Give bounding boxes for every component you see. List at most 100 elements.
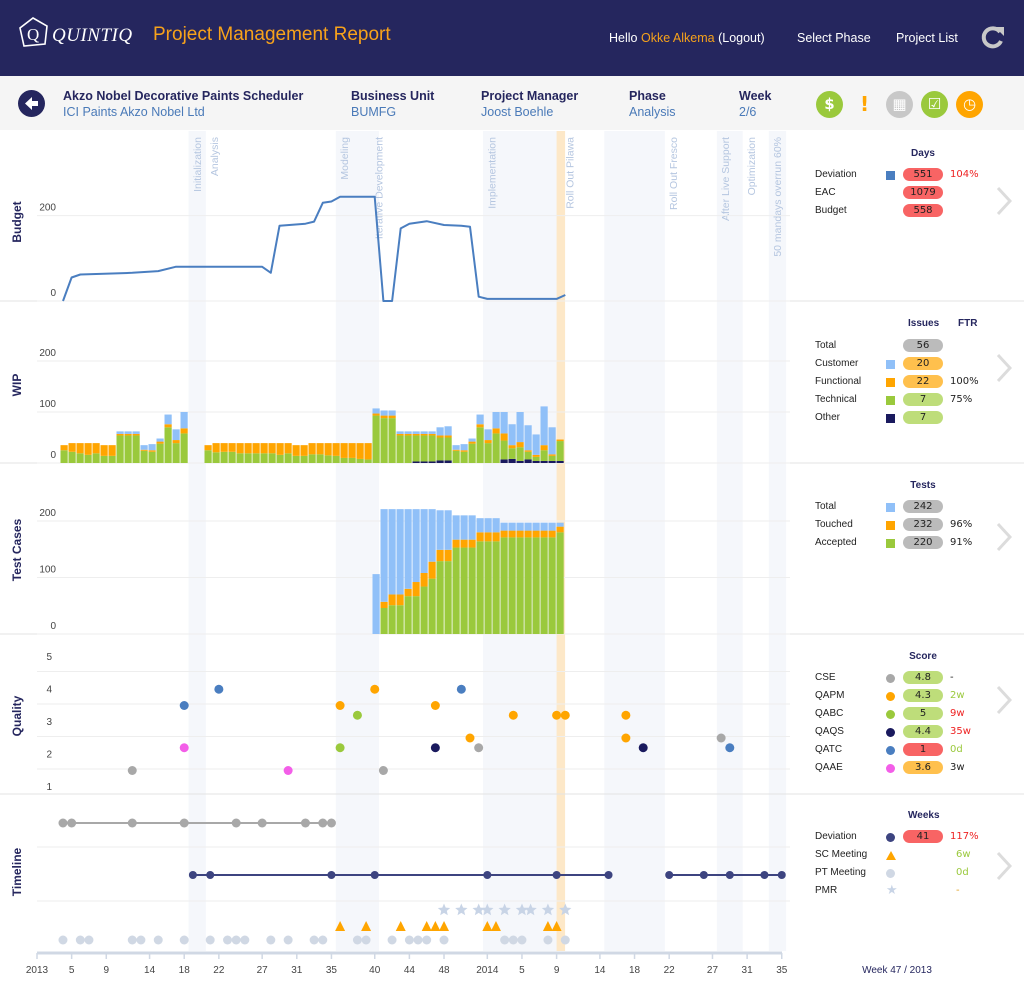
week-info: Week 2/6 [739, 89, 771, 119]
bar-accepted [556, 532, 564, 634]
wip-panel-header: Issues [908, 318, 940, 329]
bar-touched [524, 530, 532, 538]
phase-label: Modeling [339, 137, 351, 180]
bar-technical [460, 451, 468, 463]
deviation-point [665, 871, 674, 879]
logout-link[interactable]: (Logout) [714, 31, 765, 45]
bar-technical [92, 453, 100, 463]
bar-customer [500, 412, 508, 434]
bar-total [404, 509, 412, 589]
select-phase-link[interactable]: Select Phase [797, 31, 871, 45]
quality-point-qapm [508, 710, 518, 720]
bar-other [556, 460, 564, 463]
bar-customer [396, 431, 404, 434]
bar-technical [380, 418, 388, 463]
wip-value-pill: 20 [903, 357, 943, 370]
bar-total [540, 522, 548, 531]
project-info: Akzo Nobel Decorative Paints Scheduler IC… [63, 89, 303, 119]
back-button[interactable] [18, 90, 45, 117]
bar-technical [268, 453, 276, 463]
quality-point-cse [474, 743, 484, 753]
bar-total [500, 522, 508, 531]
bar-functional [404, 433, 412, 436]
clipboard-icon[interactable]: ▦ [886, 91, 913, 118]
y-tick-label: 200 [39, 508, 56, 519]
quality-point-qapm [465, 733, 475, 743]
bar-functional [84, 443, 92, 455]
y-axis-title: Timeline [10, 847, 24, 896]
bar-other [532, 460, 540, 463]
wip-row-label: Technical [815, 394, 857, 405]
quality-row-label: QABC [815, 708, 844, 719]
bar-accepted [396, 605, 404, 634]
bar-accepted [532, 537, 540, 634]
deviation-point [188, 871, 197, 879]
clock-icon[interactable]: ◷ [956, 91, 983, 118]
x-tick-label: 44 [404, 965, 416, 976]
bar-functional [420, 433, 428, 436]
checkbox-icon[interactable]: ☑ [921, 91, 948, 118]
bar-technical [492, 433, 500, 463]
y-axis-title: Test Cases [10, 518, 24, 581]
bar-technical [84, 454, 92, 463]
x-tick-label: 27 [257, 965, 269, 976]
business-unit-value: BUMFG [351, 105, 397, 119]
project-list-link[interactable]: Project List [896, 31, 958, 45]
y-axis-title: Budget [10, 201, 24, 242]
quality-row-extra: 2w [950, 690, 965, 701]
bar-technical [236, 453, 244, 463]
bar-other [540, 460, 548, 463]
bar-touched [476, 532, 484, 542]
quality-expand-chevron-icon[interactable] [996, 685, 1013, 715]
pt-meeting-point [318, 935, 328, 945]
timeline-expand-chevron-icon[interactable] [996, 851, 1013, 881]
bar-customer [516, 412, 524, 443]
quality-panel-header: Score [909, 651, 937, 662]
bar-functional [364, 443, 372, 460]
quality-value-pill: 3.6 [903, 761, 943, 774]
tests-value-pill: 242 [903, 500, 943, 513]
sc-meeting-triangle [482, 921, 493, 931]
y-tick-label: 200 [39, 203, 56, 214]
quality-point-qaqs [638, 743, 648, 753]
quality-dot-marker-icon [886, 764, 895, 773]
wip-square-marker-icon [886, 396, 895, 405]
bar-technical [60, 450, 68, 463]
quality-value-pill: 5 [903, 707, 943, 720]
budget-value-pill: 558 [903, 204, 943, 217]
bar-technical [140, 450, 148, 463]
pt-meeting-point [543, 935, 553, 945]
quality-point-cse [378, 766, 388, 775]
bar-functional [148, 450, 156, 452]
bar-accepted [476, 541, 484, 634]
bar-functional [284, 443, 292, 454]
quality-value-pill: 4.4 [903, 725, 943, 738]
tests-panel-header: Tests [910, 480, 936, 491]
baseline-point [318, 818, 328, 828]
wip-expand-chevron-icon[interactable] [996, 353, 1013, 383]
bar-customer [140, 445, 148, 450]
refresh-icon[interactable] [980, 24, 1006, 50]
bar-customer [164, 414, 172, 425]
bar-functional [124, 433, 132, 436]
budget-status-icon[interactable]: $ [816, 91, 843, 118]
issues-warning-icon[interactable]: ! [859, 92, 870, 116]
budget-expand-chevron-icon[interactable] [996, 186, 1013, 216]
bar-touched [468, 539, 476, 548]
timeline-dot-marker-icon [886, 869, 895, 878]
x-tick-label: 27 [707, 965, 719, 976]
quality-dot-marker-icon [886, 674, 895, 683]
budget-value-pill: 1079 [903, 186, 943, 199]
bar-accepted [420, 586, 428, 634]
pt-meeting-point [231, 935, 241, 945]
pmr-star [437, 903, 451, 916]
quality-point-qatc [214, 684, 224, 694]
tests-value-pill: 232 [903, 518, 943, 531]
x-tick-label: 22 [664, 965, 676, 976]
top-bar: Q QUINTIQ Project Management Report Hell… [0, 0, 1024, 76]
tests-expand-chevron-icon[interactable] [996, 522, 1013, 552]
bar-total [484, 518, 492, 533]
timeline-value-pill: 41 [903, 830, 943, 843]
sc-meeting-triangle [551, 921, 562, 931]
bar-technical [348, 457, 356, 463]
